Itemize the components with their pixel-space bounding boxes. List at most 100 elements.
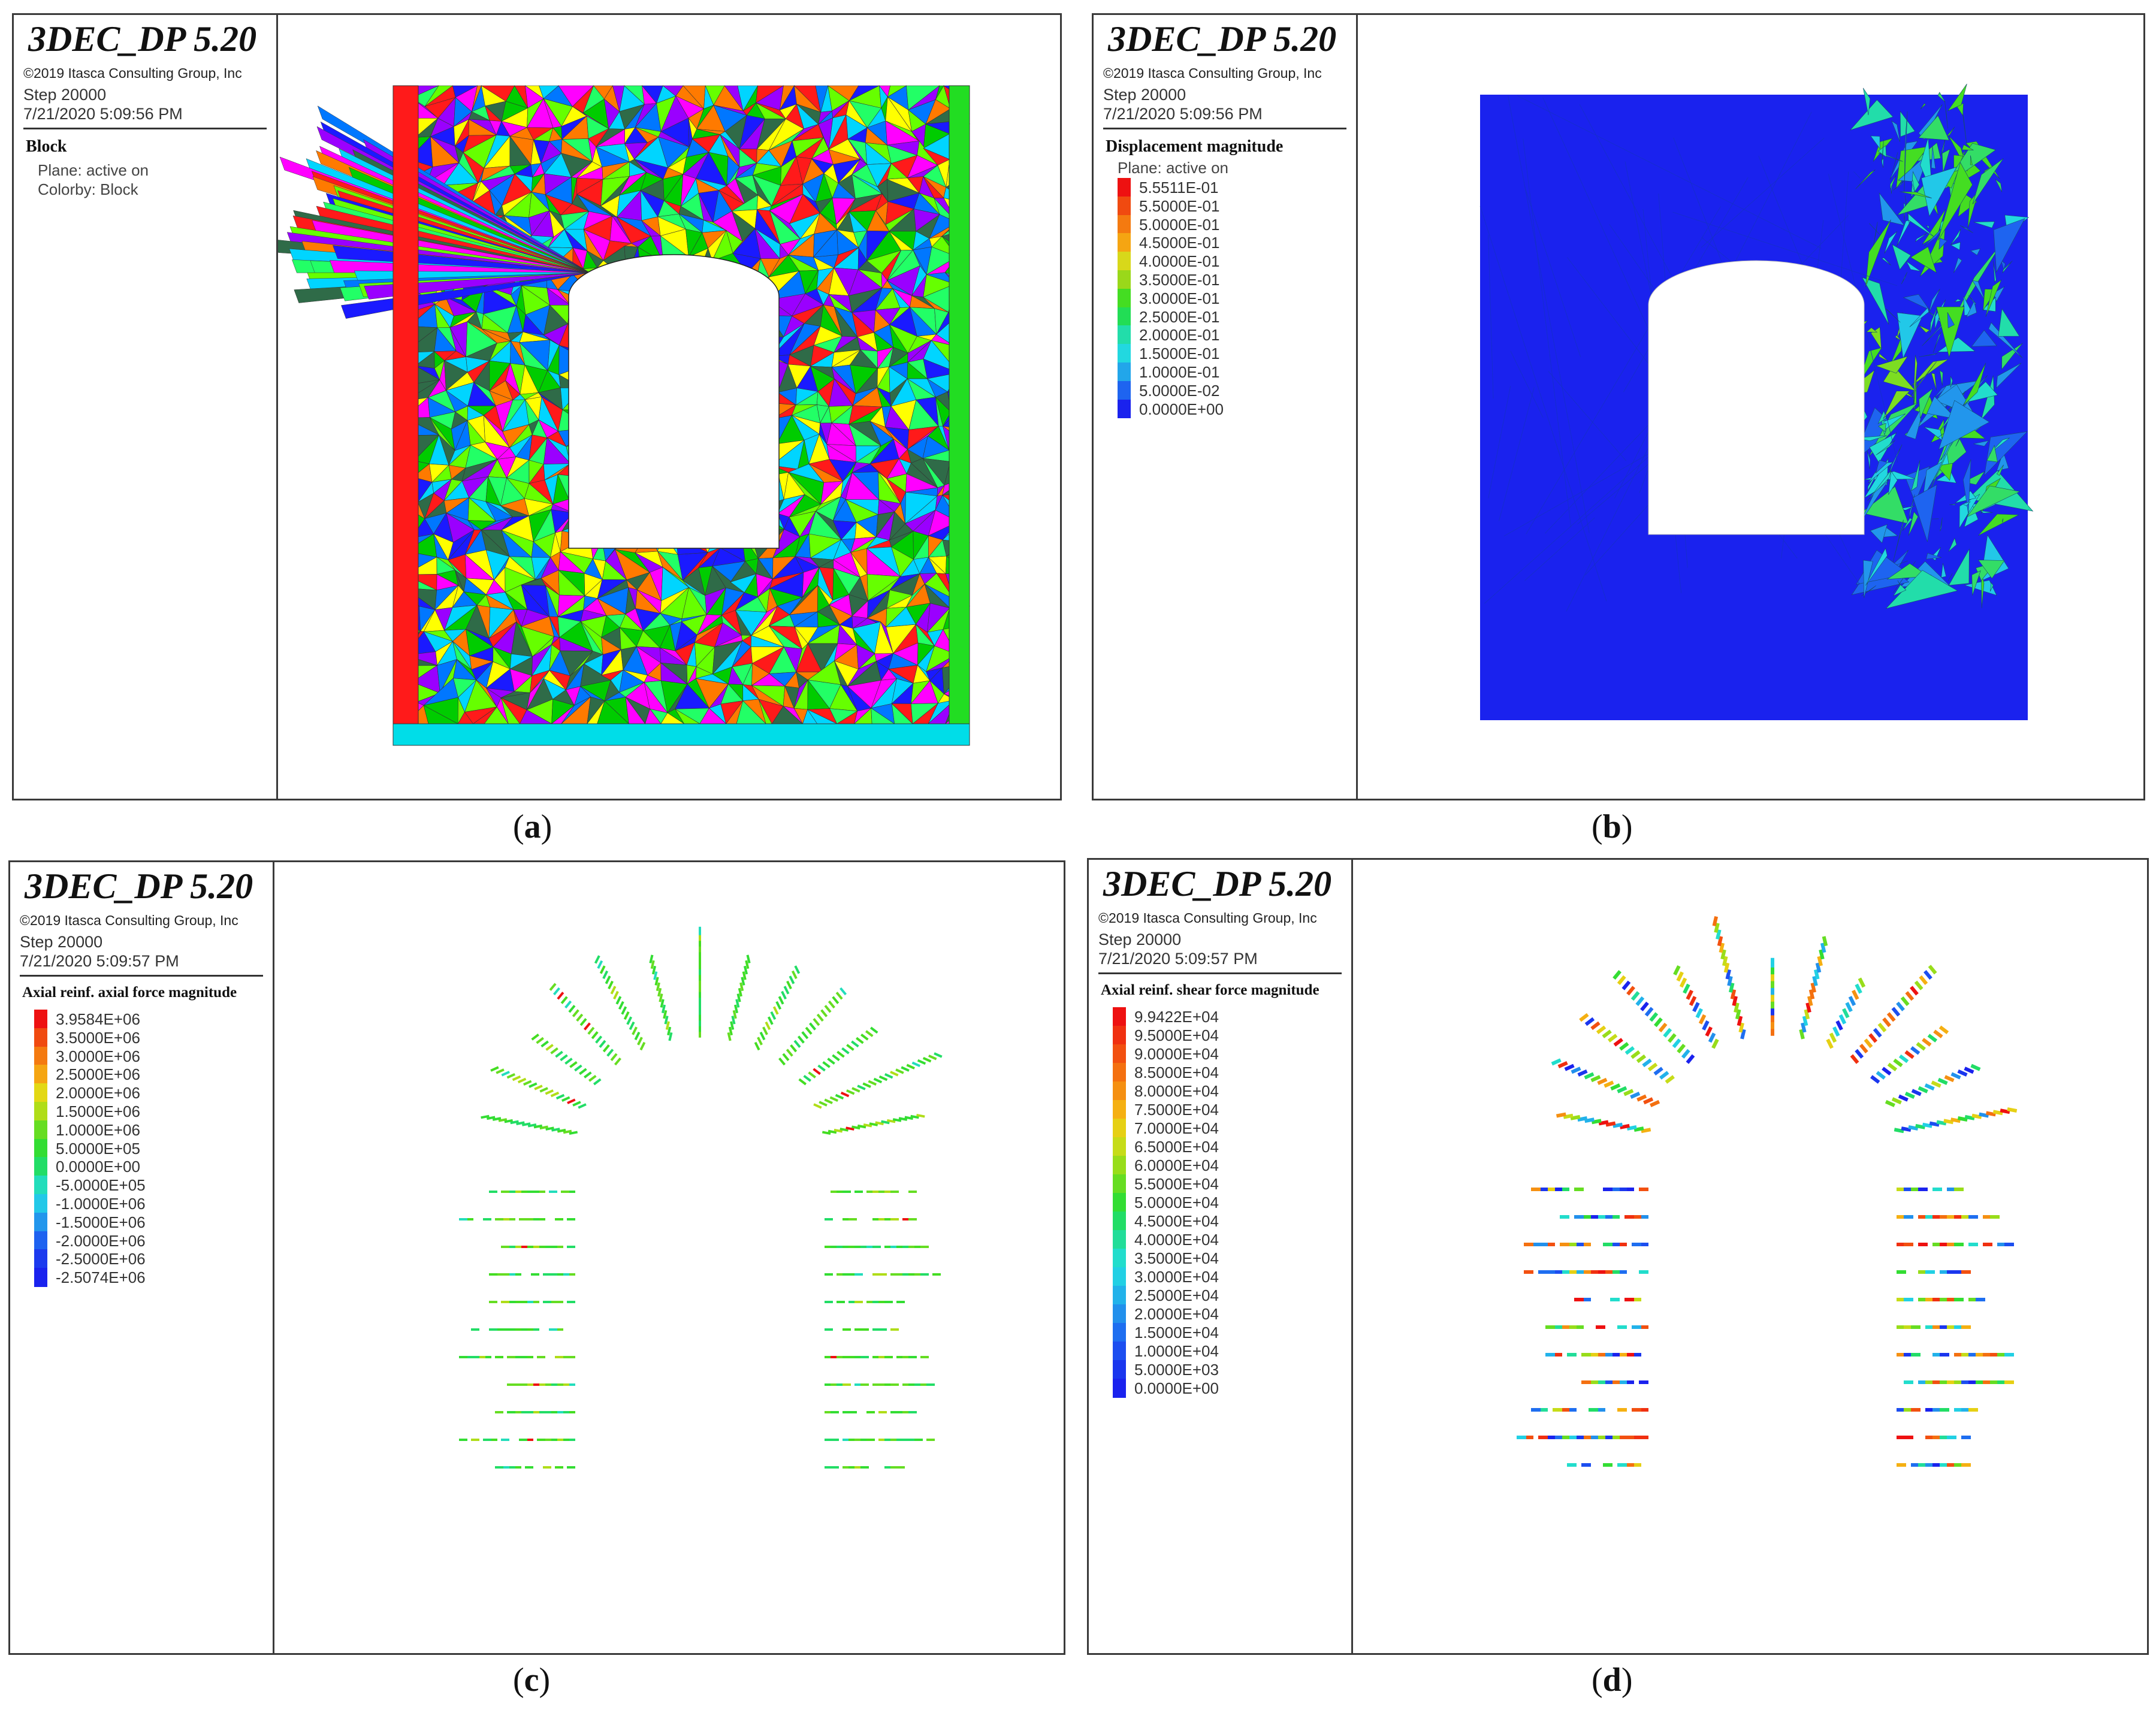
legend-label: 0.0000E+00	[56, 1158, 140, 1176]
mesh-element	[1950, 241, 1961, 250]
bolt-segment	[775, 1001, 782, 1010]
bolt-segment	[1859, 1043, 1868, 1054]
bolt-segment	[699, 960, 701, 969]
model-viewport[interactable]	[278, 15, 1060, 799]
bolt-segment	[1932, 1298, 1942, 1301]
bolt-segment	[699, 932, 701, 941]
legend-swatch	[1113, 1360, 1126, 1379]
model-viewport[interactable]	[1353, 860, 2147, 1653]
bolt-segment	[1976, 1298, 1985, 1301]
legend-swatch	[1113, 1156, 1126, 1175]
bolt-segment	[1590, 1021, 1601, 1031]
bolt-segment	[1524, 1243, 1533, 1246]
bolt-segment	[843, 1273, 851, 1276]
bolt-segment	[878, 1301, 887, 1303]
bolt-segment	[623, 1011, 630, 1020]
bolt-segment	[866, 1439, 875, 1441]
mesh-element	[1944, 101, 1948, 129]
bolt-segment	[908, 1246, 917, 1248]
model-viewport[interactable]	[1358, 15, 2143, 799]
bolt-segment	[1940, 1463, 1949, 1467]
bolt-segment	[926, 1383, 935, 1386]
mesh-element	[1875, 356, 1909, 374]
bolt-segment	[1916, 1042, 1926, 1051]
bolt-segment	[857, 1084, 866, 1090]
mesh-element	[2002, 261, 2013, 273]
legend-label: 6.5000E+04	[1134, 1138, 1219, 1156]
bolt-segment	[1799, 1029, 1805, 1040]
bolt-segment	[1855, 1049, 1864, 1059]
bolt-segment	[572, 1101, 581, 1107]
bolt-segment	[1898, 1054, 1909, 1064]
bolt-segment	[1567, 1243, 1577, 1246]
bolt-segment	[1897, 1353, 1906, 1357]
bolt-segment	[1950, 1072, 1961, 1080]
bolt-segment	[1940, 1380, 1949, 1384]
mesh-element	[1920, 103, 1926, 110]
bolt-segment	[1584, 1072, 1595, 1080]
mesh-element	[1911, 171, 1920, 198]
legend-swatch	[1118, 214, 1131, 234]
mesh-edge	[1517, 95, 1822, 249]
bolt-segment	[1672, 1038, 1681, 1049]
mesh-element	[1941, 149, 1950, 173]
bolt-segment	[549, 1411, 557, 1413]
model-viewport[interactable]	[274, 862, 1064, 1653]
bolt-segment	[555, 1050, 563, 1058]
legend-swatch	[34, 1268, 47, 1287]
bolt-segment	[860, 1356, 869, 1358]
bolt-segment	[1932, 1215, 1942, 1219]
plane-line: Plane: active on	[38, 161, 149, 179]
divider	[20, 975, 263, 977]
bolt-segment	[1771, 971, 1774, 981]
bolt-segment	[1961, 1408, 1971, 1412]
bolt-segment	[521, 1122, 531, 1126]
bolt-segment	[1708, 1032, 1716, 1043]
mesh-element	[1980, 510, 1993, 513]
bolt-segment	[519, 1411, 527, 1413]
bolt-segment	[534, 1084, 543, 1090]
rock-bolts	[459, 926, 943, 1469]
legend-swatch	[34, 1046, 47, 1066]
bolt-segment	[483, 1356, 491, 1358]
bolt-segment	[507, 1328, 515, 1331]
bolt-segment	[873, 1077, 883, 1084]
rock-block	[364, 272, 590, 300]
bolt-segment	[1630, 991, 1640, 1001]
bolt-segment	[837, 1050, 845, 1058]
mesh-element	[1970, 155, 1973, 165]
legend-label: 1.5000E+04	[1134, 1324, 1219, 1342]
bolt-segment	[1545, 1270, 1555, 1274]
bolt-segment	[618, 1001, 624, 1010]
bolt-segment	[1610, 1380, 1620, 1384]
bolt-segment	[738, 987, 742, 997]
bolt-segment	[531, 1191, 539, 1193]
bolt-segment	[908, 1191, 917, 1193]
bolt-segment	[519, 1191, 527, 1193]
bolt-segment	[564, 1000, 572, 1009]
bolt-segment	[1990, 1380, 2000, 1384]
bolt-segment	[1603, 1380, 1613, 1384]
bolt-segment	[549, 1273, 557, 1276]
bolt-segment	[1829, 1032, 1837, 1043]
bolt-segment	[884, 1466, 893, 1469]
mesh-element	[1962, 362, 1986, 406]
mesh-element	[2001, 518, 2004, 523]
bolt-segment	[1639, 1188, 1648, 1191]
bolt-segment	[835, 1093, 844, 1100]
bolt-segment	[1954, 1243, 1964, 1246]
bolt-segment	[1927, 1034, 1938, 1043]
bolt-segment	[727, 1032, 732, 1041]
bolt-segment	[1976, 1353, 1985, 1357]
bolt-segment	[1617, 1243, 1627, 1246]
bolt-segment	[567, 1411, 575, 1413]
mesh-element	[1978, 513, 2020, 536]
bolt-segment	[932, 1273, 941, 1276]
bolt-segment	[1650, 1099, 1660, 1107]
mesh-element	[1926, 395, 1957, 419]
bolt-segment	[1653, 1067, 1663, 1075]
bolt-segment	[1589, 1353, 1598, 1357]
mesh-element	[1986, 445, 1998, 463]
bolt-segment	[531, 1328, 539, 1331]
bolt-segment	[1567, 1408, 1577, 1412]
